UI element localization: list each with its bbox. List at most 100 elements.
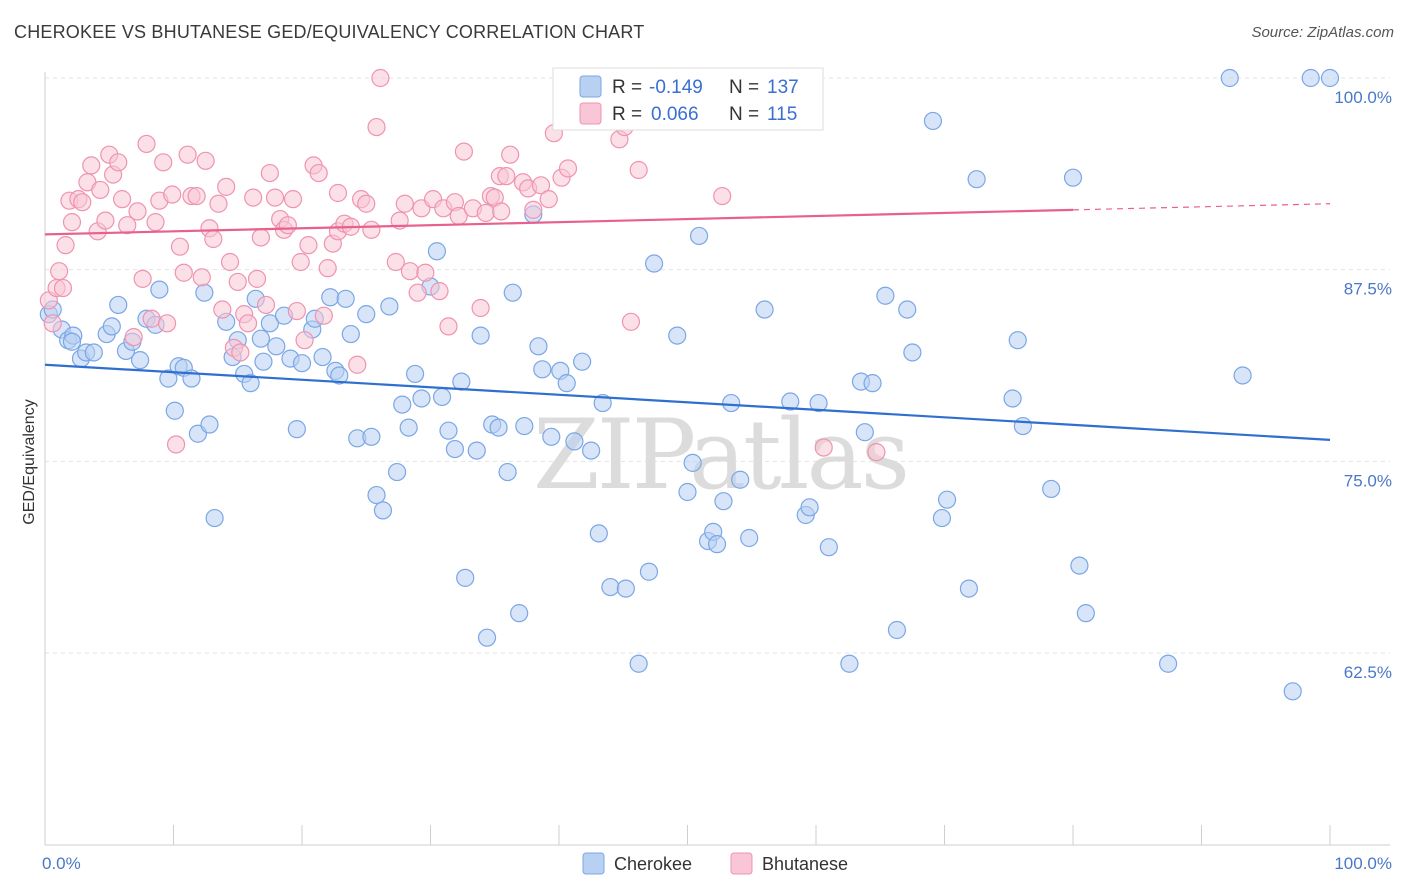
- legend-r-cherokee: -0.149: [649, 77, 703, 98]
- cherokee-point: [195, 283, 214, 302]
- cherokee-point: [467, 441, 486, 460]
- bhutanese-point: [309, 163, 328, 183]
- cherokee-point: [800, 498, 819, 517]
- y-axis-title: GED/Equivalency: [21, 399, 38, 524]
- cherokee-point: [471, 326, 490, 345]
- cherokee-point: [529, 337, 548, 356]
- cherokee-point: [260, 314, 279, 333]
- cherokee-point: [387, 462, 407, 482]
- bhutanese-point: [295, 331, 314, 350]
- bhutanese-point: [166, 435, 186, 454]
- cherokee-point: [341, 324, 360, 344]
- cherokee-point: [357, 305, 376, 324]
- bhutanese-point: [196, 151, 215, 170]
- legend-swatch-bhutanese: [579, 102, 602, 125]
- bhutanese-point: [163, 185, 182, 204]
- legend-n-bhutanese: 115: [767, 104, 797, 125]
- bhutanese-point: [314, 306, 333, 325]
- bhutanese-point: [174, 263, 193, 282]
- bhutanese-point: [558, 159, 578, 178]
- cherokee-point: [937, 490, 957, 509]
- cherokee-point: [573, 352, 592, 371]
- bhutanese-point: [357, 194, 376, 213]
- bhutanese-point: [471, 298, 490, 318]
- legend-r-label-2: R =: [612, 104, 642, 125]
- cherokee-points: [39, 68, 1340, 701]
- cherokee-point: [1063, 168, 1083, 187]
- bhutanese-point: [430, 282, 449, 301]
- cherokee-point: [254, 352, 273, 371]
- bhutanese-point: [524, 200, 543, 219]
- bhutanese-point: [367, 117, 386, 137]
- bhutanese-point: [814, 438, 833, 457]
- cherokee-point: [427, 242, 447, 261]
- bottom-legend-cherokee: Cherokee: [614, 854, 692, 874]
- bhutanese-point: [539, 190, 558, 209]
- bhutanese-point: [192, 268, 211, 287]
- cherokee-point: [380, 297, 399, 316]
- cherokee-point: [582, 441, 601, 460]
- bhutanese-point: [82, 156, 101, 175]
- cherokee-point: [644, 254, 664, 273]
- cherokee-point: [102, 317, 121, 336]
- bhutanese-point: [713, 186, 732, 206]
- bhutanese-point: [629, 160, 648, 180]
- bhutanese-point: [178, 145, 197, 164]
- legend-n-cherokee: 137: [767, 77, 799, 98]
- cherokee-point: [731, 470, 750, 489]
- cherokee-point: [903, 343, 922, 362]
- cherokee-point: [639, 562, 659, 581]
- cherokee-point: [722, 393, 741, 413]
- cherokee-point: [313, 347, 332, 367]
- bhutanese-point: [154, 153, 173, 172]
- cherokee-point: [393, 395, 412, 414]
- bottom-legend-bhutanese: Bhutanese: [762, 854, 848, 874]
- cherokee-point: [1220, 68, 1239, 88]
- bhutanese-point: [621, 312, 641, 331]
- bhutanese-point: [244, 188, 263, 207]
- cherokee-point: [1283, 682, 1302, 701]
- cherokee-point: [887, 620, 907, 640]
- cherokee-point: [165, 401, 184, 420]
- axes: [44, 72, 1390, 846]
- cherokee-point: [1013, 416, 1032, 436]
- bhutanese-point: [62, 213, 82, 232]
- bhutanese-point: [204, 229, 223, 249]
- cherokee-point: [439, 421, 458, 440]
- bhutanese-point: [867, 443, 886, 462]
- cherokee-point: [1003, 389, 1022, 408]
- cherokee-point: [668, 326, 687, 345]
- cherokee-point: [589, 524, 608, 543]
- bhutanese-point: [476, 203, 495, 223]
- bhutanese-point: [142, 309, 161, 328]
- cherokee-point: [1320, 68, 1340, 88]
- bhutanese-point: [416, 263, 435, 282]
- cherokee-point: [707, 535, 727, 554]
- bhutanese-point: [386, 252, 405, 272]
- cherokee-point: [876, 286, 895, 305]
- cherokee-point: [432, 387, 452, 407]
- cherokee-point: [714, 492, 733, 511]
- cherokee-point: [292, 354, 312, 373]
- cherokee-point: [840, 654, 859, 673]
- cherokee-point: [557, 374, 576, 393]
- bhutanese-point: [439, 317, 458, 336]
- y-tick-label: 75.0%: [1344, 471, 1392, 490]
- legend-n-label-2: N =: [729, 104, 759, 125]
- bhutanese-point: [278, 216, 297, 235]
- trend-lines: [44, 203, 1331, 441]
- bhutanese-point: [187, 186, 206, 206]
- bhutanese-point: [133, 269, 152, 288]
- bhutanese-point: [362, 220, 381, 239]
- cherokee-point: [678, 482, 697, 502]
- bhutanese-point: [371, 68, 390, 88]
- cherokee-point: [445, 439, 465, 459]
- cherokee-point: [130, 351, 150, 370]
- cherokee-point: [477, 628, 497, 647]
- cherokee-point: [967, 170, 986, 189]
- cherokee-point: [740, 528, 759, 548]
- bhutanese-point: [170, 237, 190, 256]
- bhutanese-point: [209, 194, 228, 213]
- cherokee-point: [855, 423, 874, 442]
- bhutanese-point: [91, 180, 110, 200]
